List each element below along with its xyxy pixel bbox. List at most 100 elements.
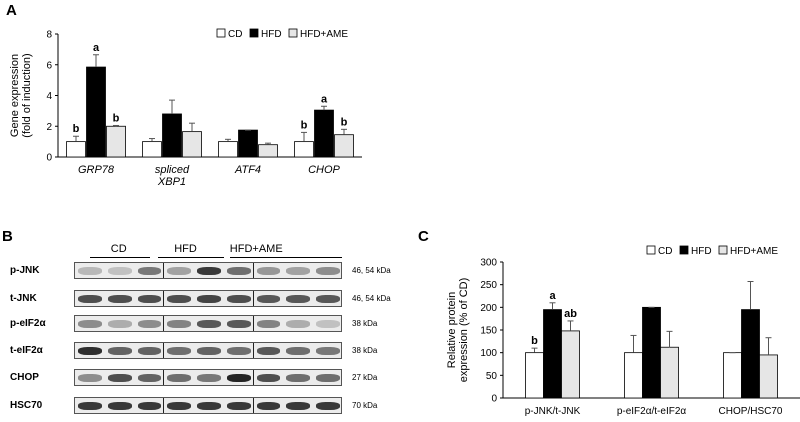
blot-band xyxy=(226,402,251,410)
bar xyxy=(142,141,162,158)
blot-group-label: HFD xyxy=(174,243,197,255)
blot-band xyxy=(197,267,221,275)
y-tick-label: 8 xyxy=(46,30,52,41)
y-axis-label: Gene expression(fold of induction) xyxy=(9,53,33,137)
blot-band xyxy=(137,374,162,382)
blot-band xyxy=(256,320,281,328)
bar xyxy=(218,141,238,158)
blot-band xyxy=(167,267,192,275)
significance-label: b xyxy=(341,116,348,128)
blot-lane-divider xyxy=(252,398,254,413)
blot-row-label: t-JNK xyxy=(10,293,37,304)
blot-strip xyxy=(74,397,342,414)
legend-swatch xyxy=(679,245,689,255)
bar xyxy=(106,125,126,158)
bar xyxy=(525,352,544,399)
bar xyxy=(723,352,742,399)
bar xyxy=(258,144,278,158)
blot-band xyxy=(107,374,132,382)
bar xyxy=(86,66,106,158)
blot-row-label: HSC70 xyxy=(10,400,43,411)
bar xyxy=(543,309,562,399)
blot-band xyxy=(197,402,221,410)
y-tick-label: 250 xyxy=(480,280,497,291)
blot-band xyxy=(226,374,251,382)
blot-group-label: HFD+AME xyxy=(229,243,283,255)
blot-band xyxy=(316,267,340,275)
blot-band xyxy=(107,347,132,355)
blot-band xyxy=(137,295,162,303)
blot-band xyxy=(78,374,102,382)
bar xyxy=(162,113,182,158)
blot-band xyxy=(286,320,311,328)
y-tick-label: 2 xyxy=(46,122,52,133)
blot-band xyxy=(256,347,281,355)
significance-label: a xyxy=(549,290,556,302)
blot-band xyxy=(256,374,281,382)
blot-band xyxy=(286,295,311,303)
category-label: XBP1 xyxy=(157,176,186,188)
blot-kda-label: 38 kDa xyxy=(352,346,378,355)
blot-band xyxy=(167,402,192,410)
bar xyxy=(66,141,86,158)
blot-band xyxy=(316,320,340,328)
legend-swatch xyxy=(216,28,226,38)
blot-band xyxy=(286,374,311,382)
bar xyxy=(561,330,580,399)
blot-kda-label: 46, 54 kDa xyxy=(352,294,391,303)
category-label: CHOP xyxy=(308,164,340,176)
blot-kda-label: 46, 54 kDa xyxy=(352,266,391,275)
blot-strip xyxy=(74,315,342,332)
blot-lane-divider xyxy=(163,263,165,278)
blot-band xyxy=(286,267,311,275)
significance-label: a xyxy=(93,42,100,54)
significance-label: b xyxy=(301,119,308,131)
legend-swatch xyxy=(288,28,298,38)
blot-lane-divider xyxy=(163,343,165,358)
significance-label: ab xyxy=(564,308,577,320)
blot-band xyxy=(78,402,102,410)
blot-row-label: CHOP xyxy=(10,372,39,383)
blot-band xyxy=(107,295,132,303)
blot-band xyxy=(316,374,340,382)
y-tick-label: 300 xyxy=(480,258,497,269)
blot-lane-divider xyxy=(163,316,165,331)
blot-band xyxy=(197,374,221,382)
significance-label: a xyxy=(321,93,328,105)
blot-band xyxy=(256,295,281,303)
blot-band xyxy=(226,347,251,355)
panel-a-letter: A xyxy=(6,2,17,19)
blot-lane-divider xyxy=(252,263,254,278)
blot-band xyxy=(316,295,340,303)
bar xyxy=(759,354,778,399)
blot-band xyxy=(167,374,192,382)
category-label: spliced xyxy=(155,164,190,176)
y-tick-label: 0 xyxy=(46,153,52,164)
blot-row-label: p-eIF2α xyxy=(10,318,46,329)
blot-band xyxy=(316,347,340,355)
legend-label: CD xyxy=(228,29,242,40)
y-tick-label: 100 xyxy=(480,348,497,359)
blot-kda-label: 27 kDa xyxy=(352,373,378,382)
blot-row-label: p-JNK xyxy=(10,265,40,276)
blot-strip xyxy=(74,342,342,359)
blot-lane-divider xyxy=(252,343,254,358)
blot-band xyxy=(316,402,340,410)
blot-band xyxy=(137,347,162,355)
bar xyxy=(238,129,258,158)
category-label: GRP78 xyxy=(78,164,115,176)
blot-strip xyxy=(74,369,342,386)
y-tick-label: 150 xyxy=(480,326,497,337)
blot-kda-label: 70 kDa xyxy=(352,401,378,410)
blot-strip xyxy=(74,262,342,279)
blot-band xyxy=(286,402,311,410)
bar xyxy=(314,109,334,158)
y-tick-label: 200 xyxy=(480,303,497,314)
blot-row-label: t-eIF2α xyxy=(10,345,43,356)
blot-lane-divider xyxy=(163,398,165,413)
blot-lane-divider xyxy=(252,370,254,385)
legend-swatch xyxy=(646,245,656,255)
blot-band xyxy=(226,320,251,328)
blot-band xyxy=(167,347,192,355)
blot-strip xyxy=(74,290,342,307)
